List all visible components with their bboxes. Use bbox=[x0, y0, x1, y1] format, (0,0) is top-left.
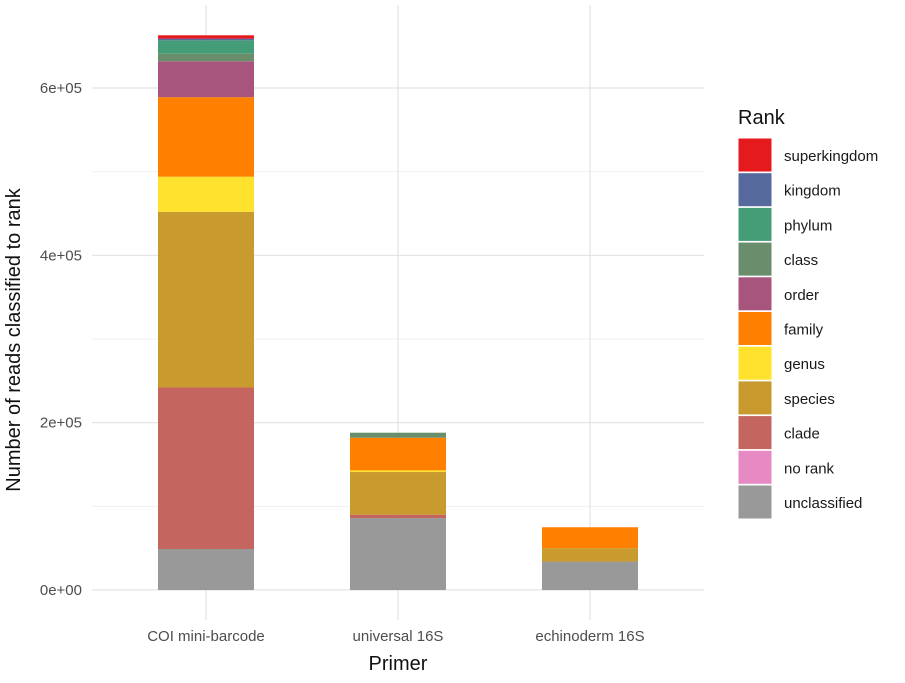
legend-label: species bbox=[784, 391, 835, 408]
bar-segment-unclassified bbox=[158, 549, 254, 590]
bar-segment-superkingdom bbox=[158, 35, 254, 39]
x-tick-label: COI mini-barcode bbox=[147, 628, 265, 645]
bar-segment-species bbox=[158, 211, 254, 388]
y-tick-label: 4e+05 bbox=[40, 247, 82, 264]
legend-key bbox=[737, 484, 773, 520]
bar-segment-clade bbox=[158, 387, 254, 550]
x-axis-title: Primer bbox=[369, 653, 428, 675]
legend-label: phylum bbox=[784, 217, 832, 234]
legend-label: family bbox=[784, 322, 824, 339]
bar-segment-class bbox=[350, 432, 446, 438]
legend-key bbox=[737, 311, 773, 346]
bar-segment-class bbox=[158, 53, 254, 62]
legend-key bbox=[737, 206, 773, 242]
legend-label: order bbox=[784, 287, 819, 304]
legend-title: Rank bbox=[738, 107, 786, 129]
legend-key bbox=[737, 380, 773, 416]
y-axis-title: Number of reads classified to rank bbox=[3, 187, 25, 491]
legend-key bbox=[737, 449, 773, 485]
bar-segment-species bbox=[542, 548, 638, 562]
bar-segment-species bbox=[350, 472, 446, 515]
legend-label: no rank bbox=[784, 460, 835, 477]
y-tick-label: 2e+05 bbox=[40, 415, 82, 432]
bar-segment-unclassified bbox=[542, 561, 638, 590]
bar-segment-family bbox=[158, 97, 254, 177]
legend-label: genus bbox=[784, 356, 825, 373]
legend-label: unclassified bbox=[784, 495, 862, 512]
bar-segment-order bbox=[158, 61, 254, 98]
legend-label: class bbox=[784, 252, 818, 269]
x-tick-label: echinoderm 16S bbox=[535, 628, 644, 645]
legend-key bbox=[737, 345, 773, 381]
legend-key bbox=[737, 276, 773, 312]
bar-segment-clade bbox=[350, 514, 446, 519]
legend-key bbox=[737, 172, 773, 208]
legend-label: clade bbox=[784, 426, 820, 443]
y-tick-label: 6e+05 bbox=[40, 80, 82, 97]
legend-key bbox=[737, 137, 773, 173]
bar-segment-unclassified bbox=[350, 518, 446, 590]
y-axis-ticks: 0e+00 2e+05 4e+05 6e+05 bbox=[40, 80, 82, 599]
bar-segment-phylum bbox=[158, 40, 254, 54]
bar-segment-family bbox=[542, 527, 638, 549]
bar-segment-kingdom bbox=[158, 38, 254, 41]
bars bbox=[158, 35, 638, 590]
bar-segment-genus bbox=[350, 470, 446, 473]
bar-segment-genus bbox=[158, 176, 254, 212]
legend-label: kingdom bbox=[784, 183, 841, 200]
legend: Rank superkingdom kingdom phylum class order… bbox=[737, 107, 878, 520]
legend-key bbox=[737, 241, 773, 277]
legend-label: superkingdom bbox=[784, 148, 878, 165]
y-tick-label: 0e+00 bbox=[40, 582, 82, 599]
bar-segment-family bbox=[350, 437, 446, 471]
x-axis-ticks: COI mini-barcode universal 16S echinoderm … bbox=[147, 628, 644, 645]
legend-key bbox=[737, 415, 773, 451]
x-tick-label: universal 16S bbox=[353, 628, 444, 645]
